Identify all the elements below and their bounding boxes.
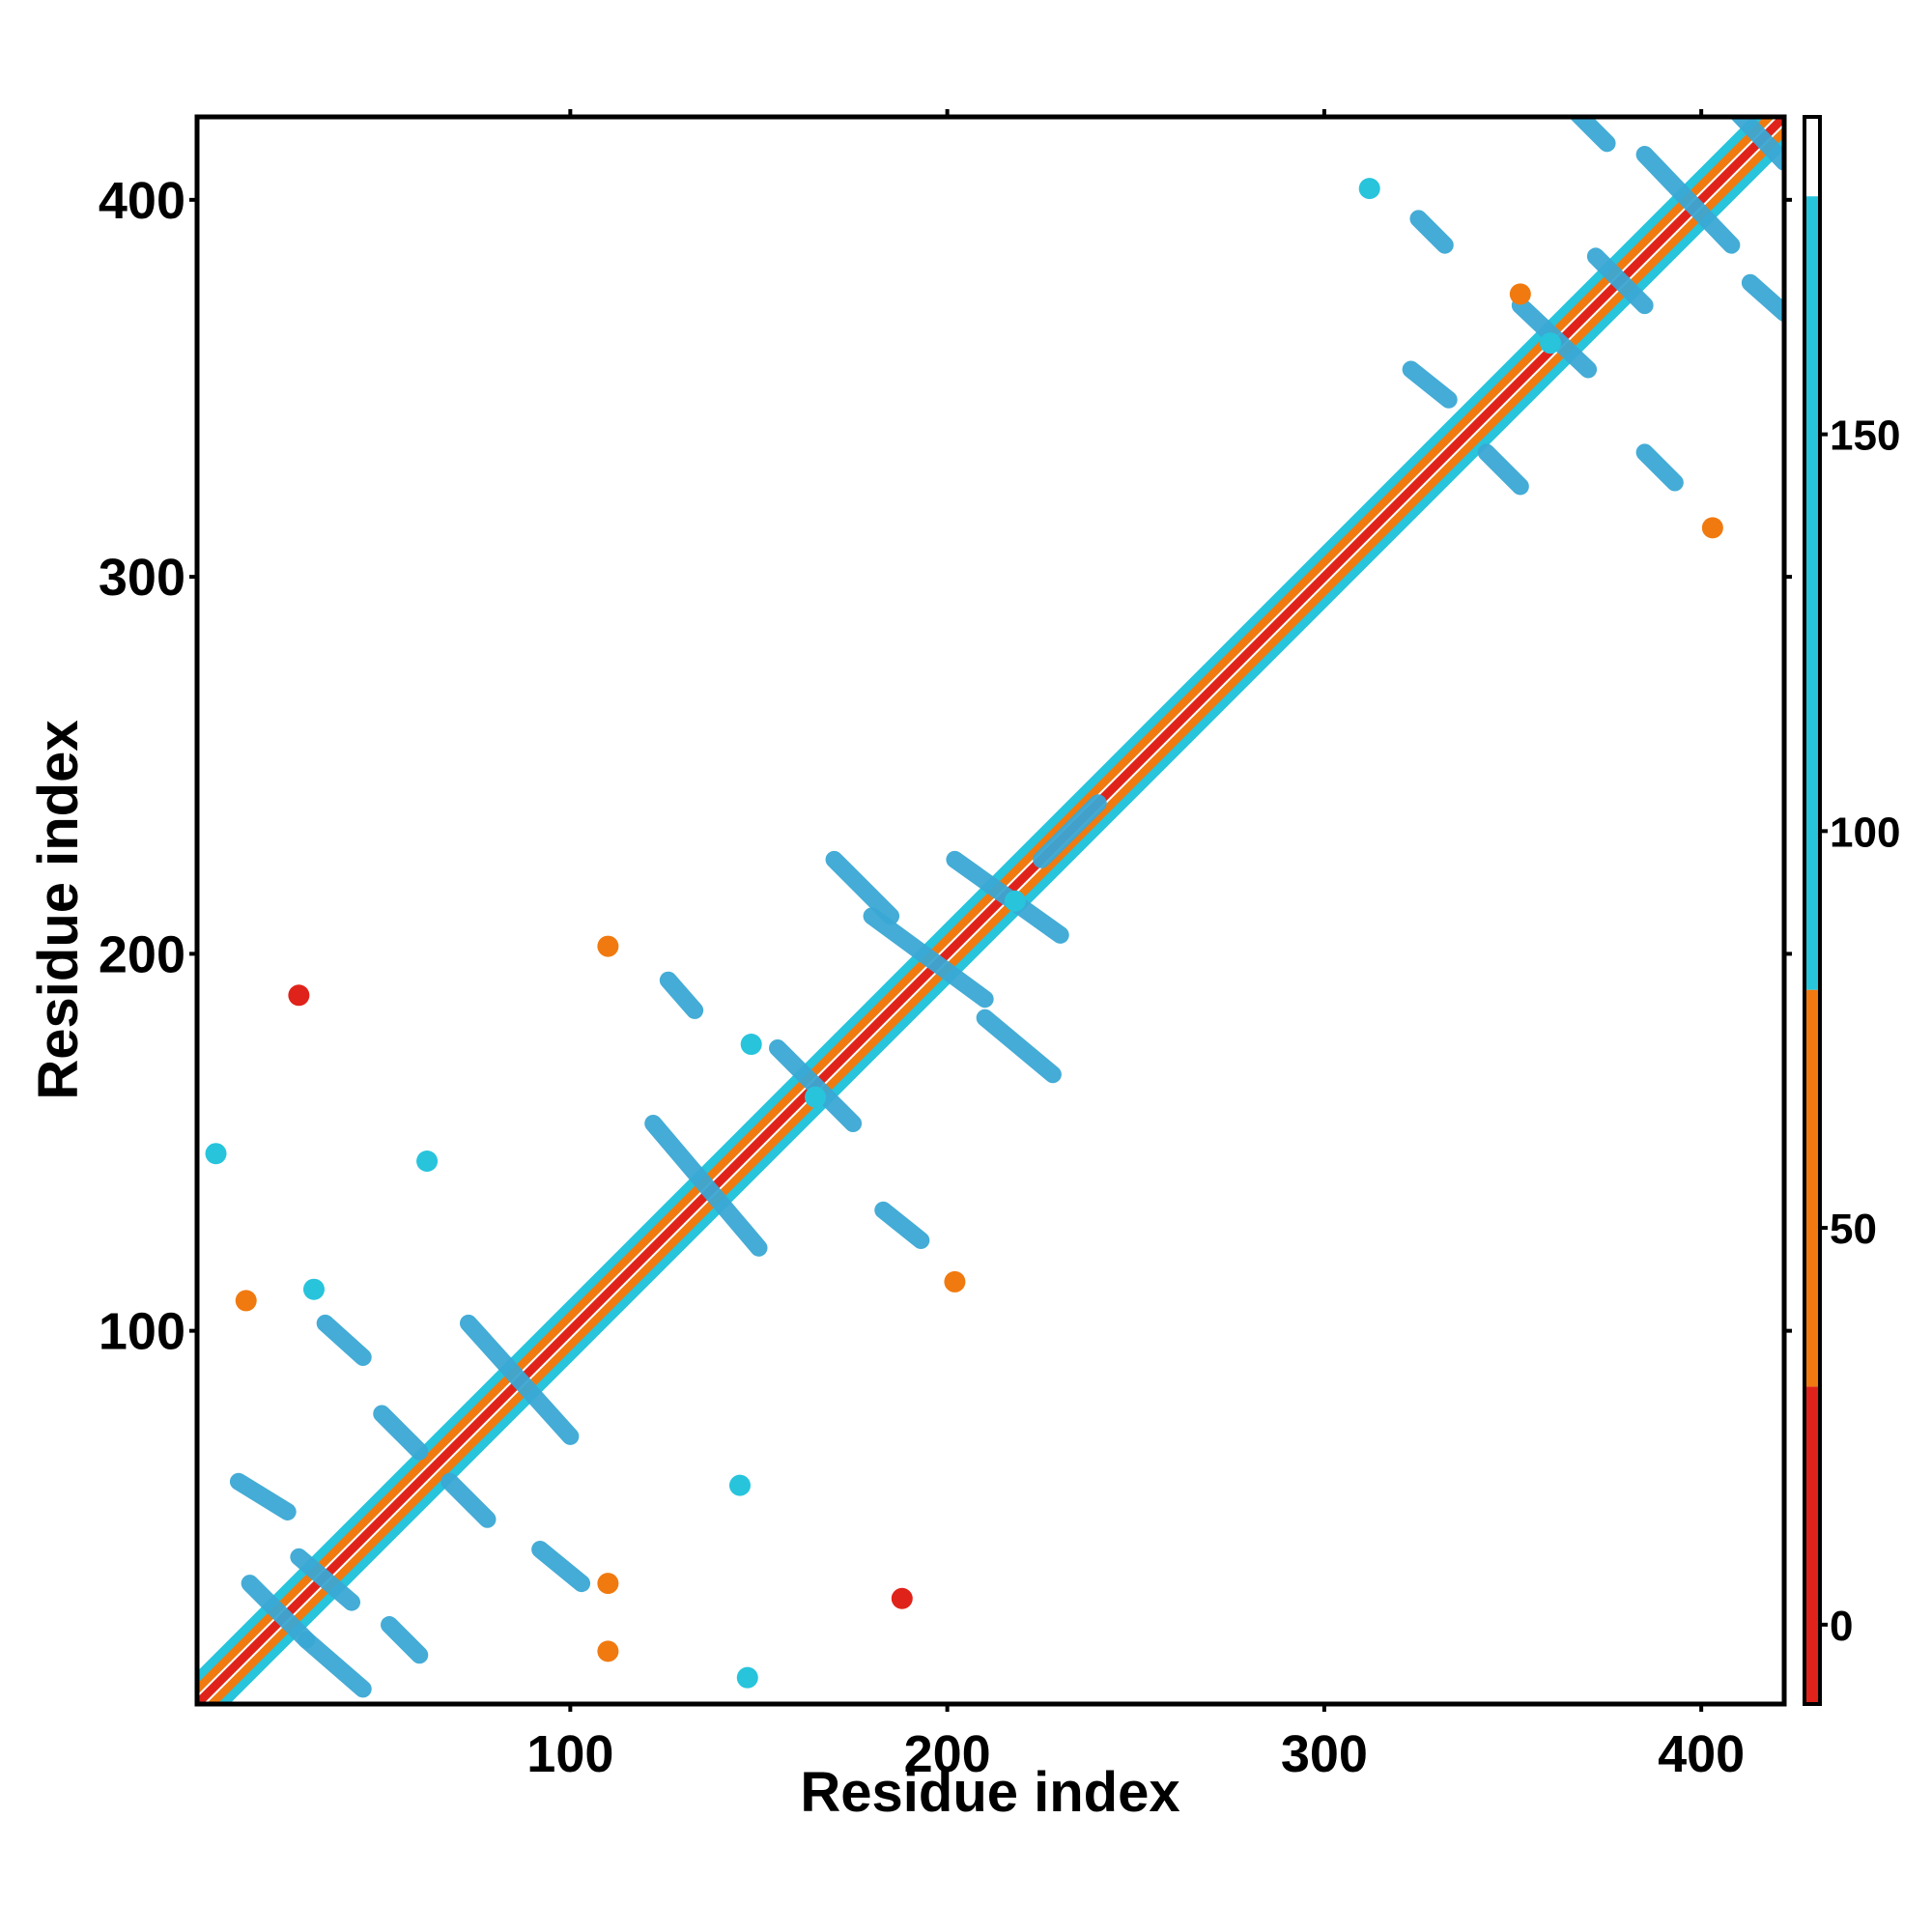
contact-blob — [728, 1474, 751, 1496]
contact-stripe — [229, 1472, 297, 1520]
contact-blob — [302, 1278, 325, 1300]
colorbar-band — [1806, 1386, 1818, 1704]
contact-blob — [1701, 517, 1723, 539]
contact-stripe — [1402, 360, 1458, 409]
contact-blob — [944, 1270, 966, 1293]
contact-blob — [205, 1143, 227, 1165]
contact-blob — [597, 1640, 619, 1662]
contact-blob — [805, 1086, 827, 1108]
contact-stripe — [659, 971, 704, 1019]
contact-stripe — [241, 1575, 316, 1649]
contact-blob — [740, 1034, 762, 1056]
diagonal-contact-band — [197, 117, 1763, 1683]
x-tick-label: 400 — [1658, 1725, 1745, 1783]
colorbar-band — [1806, 117, 1818, 197]
contact-stripe — [1729, 117, 1784, 171]
colorbar-tick-label: 50 — [1830, 1206, 1877, 1253]
contact-stripe — [1477, 443, 1529, 496]
contact-stripe — [290, 1548, 361, 1611]
contact-stripe — [1033, 794, 1107, 868]
heatmap-cells — [197, 117, 1784, 1704]
contact-blob — [288, 984, 310, 1007]
plot-frame — [194, 114, 1787, 1707]
contact-blob — [235, 1290, 257, 1312]
colorbar-tick-label: 150 — [1830, 412, 1900, 460]
contact-blob — [891, 1587, 913, 1609]
contact-stripe — [373, 1405, 429, 1461]
contact-stripe — [1586, 247, 1654, 315]
contact-stripe — [316, 1314, 372, 1366]
diagonal-contact-band — [218, 138, 1784, 1704]
contact-stripe — [976, 1009, 1062, 1084]
contact-blob — [1509, 283, 1531, 305]
contact-stripe — [1568, 117, 1616, 153]
colorbar: 0 50 100 150 — [1803, 115, 1900, 1706]
y-tick-label: 100 — [99, 1303, 185, 1361]
colorbar-band — [1806, 196, 1818, 990]
diagonal-contact-band — [197, 117, 1784, 1704]
contact-stripe — [440, 1472, 497, 1528]
contact-blob — [416, 1151, 439, 1173]
contact-blob — [736, 1666, 758, 1689]
x-tick-label: 100 — [526, 1725, 613, 1783]
y-axis-ticks: 100 200 300 400 — [99, 172, 1792, 1361]
contact-blob — [1358, 178, 1380, 200]
contact-stripe — [863, 907, 994, 1009]
colorbar-frame — [1803, 115, 1822, 1706]
y-tick-label: 400 — [99, 172, 185, 230]
x-tick-label: 200 — [904, 1725, 991, 1783]
x-axis-ticks: 100 200 300 400 — [526, 109, 1745, 1783]
contact-blob — [1540, 332, 1562, 355]
y-tick-label: 200 — [99, 925, 185, 983]
contact-stripe — [825, 850, 900, 925]
contact-blob — [1004, 890, 1026, 912]
contact-stripe — [1741, 273, 1784, 322]
contact-blob — [597, 935, 619, 957]
y-tick-label: 300 — [99, 549, 185, 607]
contact-stripe — [531, 1540, 591, 1593]
y-axis-label: Residue index — [27, 720, 90, 1099]
diagonal-contact-band — [208, 128, 1784, 1704]
diagonal-contact-band — [197, 117, 1774, 1693]
colorbar-tick-label: 100 — [1830, 809, 1900, 856]
contact-stripe — [1635, 443, 1684, 492]
contact-stripe — [381, 1616, 429, 1664]
contact-stripe — [769, 1038, 863, 1132]
contact-stripe — [1635, 146, 1741, 254]
contact-stripe — [1409, 210, 1454, 254]
x-axis-label: Residue index — [800, 1761, 1179, 1824]
contact-stripe — [644, 1114, 768, 1257]
contact-stripe — [459, 1314, 580, 1445]
x-tick-label: 300 — [1281, 1725, 1368, 1783]
colorbar-tick-label: 0 — [1830, 1603, 1853, 1650]
contact-stripe — [298, 1631, 372, 1698]
contact-blob — [597, 1573, 619, 1595]
contact-stripe — [874, 1201, 930, 1249]
colorbar-band — [1806, 989, 1818, 1387]
